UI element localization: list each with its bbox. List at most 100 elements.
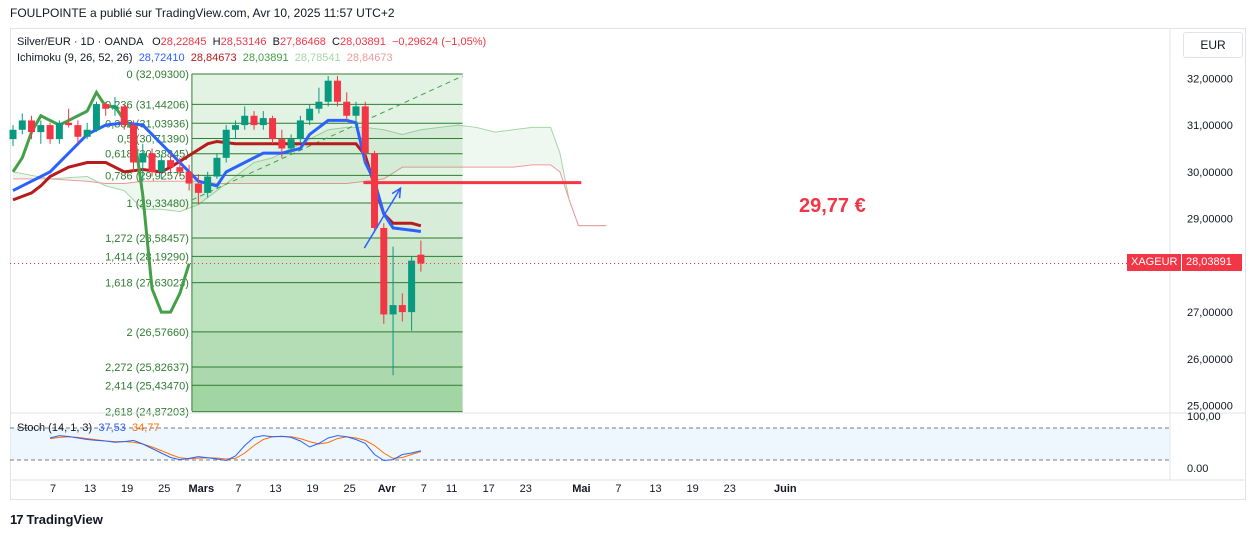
fib-level-label: 0 (32,09300) [127,69,189,81]
last-price-tag: 28,03891 [1182,254,1242,271]
date-tick-label: 23 [520,483,532,495]
candle-body [343,101,351,116]
candle-body [185,171,193,184]
candle-body [352,106,360,116]
candle-body [333,80,341,102]
date-tick-label: 19 [121,483,133,495]
fib-zone [191,385,463,411]
stoch-label: Stoch (14, 1, 3) [17,422,93,434]
chikou-value: 28,03891 [242,52,289,64]
fib-zone [191,238,463,257]
price-tick-label: 31,00000 [1187,120,1233,132]
candle-body [83,129,91,137]
senkou-span-a [12,124,607,227]
date-tick-label: 11 [446,483,457,495]
candle-body [269,118,277,140]
fib-zone [191,153,463,176]
fib-zone [191,123,463,139]
candle-body [231,125,239,130]
candle-body [120,106,128,126]
fib-zone [191,331,463,367]
span-b-value: 28,84673 [346,52,393,64]
tradingview-brand[interactable]: 17 TradingView [10,512,103,527]
close-label: C [332,36,340,48]
date-axis: 7 13 19 25 Mars 7 13 19 25 Avr 7 11 17 23 Mai 7 13 19 23 Ju… [10,479,1246,495]
candle-body [371,153,379,228]
fib-zone [191,104,463,124]
price-tick-label: 26,00000 [1187,354,1233,366]
date-tick-label: 19 [687,483,699,495]
candle-body [398,305,406,313]
stoch-k-value: 37,53 [98,422,126,434]
date-tick-label: 7 [50,483,56,495]
price-tick-label: 29,00000 [1187,214,1233,226]
fib-level-label: 1,414 (28,19290) [105,251,189,263]
date-tick-label: Avr [378,483,397,495]
trend-line [191,75,463,201]
fib-level-label: 1,618 (27,63023) [105,278,189,290]
candle-body [157,160,165,172]
candle-body [194,183,202,193]
span-a-value: 28,78541 [294,52,341,64]
low-label: B [272,36,280,48]
ichimoku-legend[interactable]: Ichimoku (9, 26, 52, 26) 28,72410 28,846… [17,52,393,64]
date-tick-label: 7 [421,483,427,495]
candle-body [287,139,295,149]
candle-body [74,125,82,137]
candle-body [65,122,73,126]
publish-header: FOULPOINTE a publié sur TradingView.com,… [10,6,395,20]
target-label: 29,77 € [799,195,866,217]
stoch-d-value: 34,77 [132,422,160,434]
ichimoku-label: Ichimoku (9, 26, 52, 26) [17,52,133,64]
price-axis: 32,00000 31,00000 30,00000 29,00000 27,00000… [1169,28,1233,480]
fib-level-label: 2,272 (25,82637) [105,362,189,374]
date-tick-label: Mai [572,483,590,495]
stoch-band [10,428,1170,460]
candle-body [389,305,397,315]
low-value: 27,86468 [279,36,326,48]
candle-body [102,104,110,109]
candle-body [46,125,54,140]
date-tick-label: 25 [158,483,170,495]
tenkan-value: 28,72410 [138,52,185,64]
candle-body [92,104,100,130]
date-tick-label: 19 [306,483,318,495]
candle-body [417,254,425,264]
high-label: H [212,36,221,48]
date-tick-label: 13 [269,483,281,495]
candle-body [213,157,221,177]
open-value: 28,22845 [160,36,207,48]
stoch-legend[interactable]: Stoch (14, 1, 3) 37,53 34,77 [17,422,160,434]
candle-body [176,167,184,172]
candle-body [204,176,212,193]
fib-level-label: 2,414 (25,43470) [105,380,189,392]
candle-body [139,153,147,163]
candles [9,76,425,376]
candle-body [361,106,369,154]
date-tick-label: 17 [483,483,495,495]
candle-body [241,115,249,126]
candle-body [296,120,304,140]
tradingview-logo-icon: 17 [10,512,24,527]
stoch-tick-label: 100,00 [1187,411,1221,423]
price-tick-label: 25,00000 [1187,401,1233,413]
candle-body [380,227,388,315]
price-tick-label: 27,00000 [1187,307,1233,319]
candle-body [111,106,119,109]
date-tick-label: 13 [649,483,661,495]
stoch-tick-label: 0.00 [1187,463,1208,475]
date-tick-label: Mars [188,483,214,495]
close-value: 28,03891 [339,36,386,48]
currency-selector[interactable]: EUR [1183,32,1243,58]
symbol-price-tag: XAGEUR [1127,254,1181,271]
candle-body [28,120,36,133]
candle-body [278,139,286,149]
candle-body [18,120,26,130]
fib-level-label: 0,786 (29,92575) [105,170,189,182]
fib-zone [191,202,463,239]
candle-body [148,153,156,172]
price-tick-label: 32,00000 [1187,73,1233,85]
symbol-legend[interactable]: Silver/EUR · 1D · OANDA O28,22845 H28,53… [17,36,486,48]
arrow-line [363,187,402,249]
